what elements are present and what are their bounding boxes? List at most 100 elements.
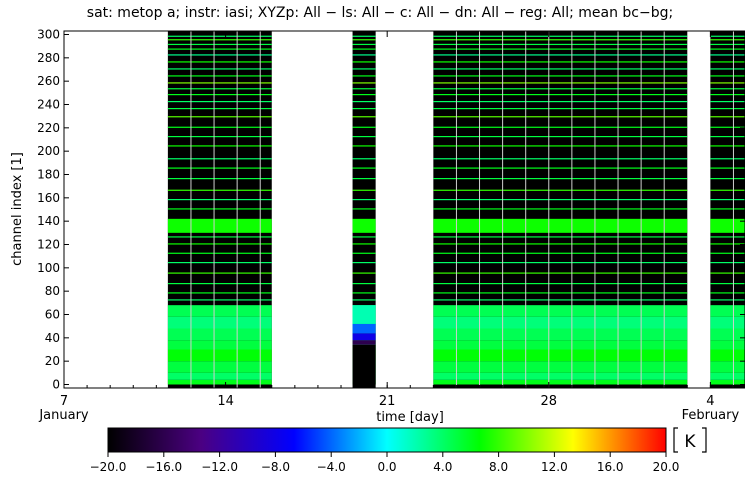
heatmap-channel-line bbox=[352, 116, 376, 118]
heatmap-channel-line bbox=[352, 292, 376, 294]
heatmap-channel-line bbox=[433, 75, 688, 77]
heatmap-channel-line bbox=[710, 292, 745, 294]
heatmap-channel-line bbox=[167, 94, 272, 96]
colorbar-tick-label: −12.0 bbox=[201, 460, 238, 474]
heatmap-band bbox=[710, 316, 745, 329]
heatmap-channel-line bbox=[710, 101, 745, 103]
heatmap-channel-line bbox=[167, 116, 272, 118]
heatmap-channel-line bbox=[433, 236, 688, 238]
heatmap-channel-line bbox=[433, 243, 688, 245]
heatmap-channel-line bbox=[433, 82, 688, 84]
heatmap-channel-line bbox=[710, 262, 745, 264]
heatmap-channel-line bbox=[433, 48, 688, 50]
heatmap-channel-line bbox=[710, 299, 745, 301]
heatmap-channel-line bbox=[352, 75, 376, 77]
heatmap-channel-line bbox=[167, 178, 272, 180]
plot-frame bbox=[63, 30, 745, 389]
heatmap-channel-line bbox=[167, 292, 272, 294]
heatmap-channel-line bbox=[167, 283, 272, 285]
heatmap-channel-line bbox=[433, 88, 688, 90]
heatmap-channel-line bbox=[352, 189, 376, 191]
y-tick-label: 240 bbox=[37, 98, 60, 112]
heatmap-channel-line bbox=[352, 48, 376, 50]
heatmap-band bbox=[167, 349, 272, 362]
heatmap-band bbox=[710, 349, 745, 362]
colorbar-tick-label: 12.0 bbox=[541, 460, 568, 474]
heatmap-band bbox=[433, 218, 688, 233]
heatmap-channel-line bbox=[167, 136, 272, 138]
heatmap-channel-line bbox=[433, 199, 688, 201]
y-tick-label: 120 bbox=[37, 238, 60, 252]
heatmap-band bbox=[710, 361, 745, 373]
x-tick-label: 4 bbox=[706, 394, 714, 409]
heatmap-override bbox=[352, 333, 376, 341]
heatmap-channel-line bbox=[167, 54, 272, 56]
heatmap-channel-line bbox=[167, 236, 272, 238]
colorbar-tick-label: 0.0 bbox=[377, 460, 396, 474]
heatmap-channel-line bbox=[167, 48, 272, 50]
heatmap-band bbox=[433, 328, 688, 341]
y-tick-label: 180 bbox=[37, 168, 60, 182]
heatmap-channel-line bbox=[352, 167, 376, 169]
heatmap-channel-line bbox=[710, 39, 745, 41]
heatmap-channel-line bbox=[710, 116, 745, 118]
heatmap-channel-line bbox=[167, 108, 272, 110]
heatmap-band bbox=[433, 361, 688, 373]
heatmap-override bbox=[352, 344, 376, 385]
heatmap-channel-line bbox=[167, 199, 272, 201]
heatmap-channel-line bbox=[352, 252, 376, 254]
heatmap-channel-line bbox=[433, 101, 688, 103]
y-tick-label: 260 bbox=[37, 74, 60, 88]
heatmap-band bbox=[710, 218, 745, 233]
heatmap-channel-line bbox=[167, 252, 272, 254]
heatmap-channel-line bbox=[352, 178, 376, 180]
heatmap-override bbox=[352, 305, 376, 324]
heatmap-cells bbox=[167, 31, 745, 388]
heatmap-channel-line bbox=[352, 54, 376, 56]
heatmap-channel-line bbox=[710, 167, 745, 169]
heatmap-channel-line bbox=[352, 236, 376, 238]
heatmap-band bbox=[433, 372, 688, 380]
heatmap-channel-line bbox=[710, 178, 745, 180]
y-tick-label: 100 bbox=[37, 261, 60, 275]
heatmap-channel-line bbox=[710, 61, 745, 63]
heatmap-channel-line bbox=[710, 208, 745, 210]
heatmap-band bbox=[433, 305, 688, 317]
heatmap-band bbox=[433, 340, 688, 350]
colorbar-ticks: −20.0 −16.0 −12.0 −8.0 −4.0 0.0 4.0 8.0 12.0 16.0… bbox=[90, 452, 679, 474]
heatmap-channel-line bbox=[167, 167, 272, 169]
heatmap-channel-line bbox=[167, 75, 272, 77]
heatmap-channel-line bbox=[167, 39, 272, 41]
heatmap-channel-line bbox=[352, 39, 376, 41]
heatmap-channel-line bbox=[433, 35, 688, 37]
heatmap-channel-line bbox=[710, 283, 745, 285]
heatmap-channel-line bbox=[710, 82, 745, 84]
heatmap-channel-line bbox=[433, 68, 688, 70]
y-tick-label: 40 bbox=[45, 331, 60, 345]
heatmap-channel-line bbox=[433, 126, 688, 128]
heatmap-channel-line bbox=[167, 68, 272, 70]
y-tick-label: 280 bbox=[37, 51, 60, 65]
heatmap-band bbox=[167, 316, 272, 329]
x-tick-label: 14 bbox=[217, 394, 234, 409]
heatmap-channel-line bbox=[433, 252, 688, 254]
heatmap-channel-line bbox=[167, 43, 272, 46]
heatmap-channel-line bbox=[710, 272, 745, 274]
heatmap-channel-line bbox=[433, 108, 688, 110]
heatmap-band bbox=[167, 372, 272, 380]
heatmap-channel-line bbox=[167, 88, 272, 90]
heatmap-channel-line bbox=[167, 158, 272, 160]
heatmap-band bbox=[167, 361, 272, 373]
heatmap-channel-line bbox=[352, 262, 376, 264]
colorbar-unit-label: K bbox=[684, 432, 696, 452]
heatmap-channel-line bbox=[352, 243, 376, 245]
colorbar-tick-label: −4.0 bbox=[317, 460, 346, 474]
heatmap-channel-line bbox=[352, 68, 376, 70]
heatmap-channel-line bbox=[167, 208, 272, 210]
heatmap-channel-line bbox=[433, 292, 688, 294]
heatmap-band bbox=[352, 218, 376, 233]
heatmap-channel-line bbox=[710, 108, 745, 110]
heatmap-channel-line bbox=[167, 126, 272, 128]
